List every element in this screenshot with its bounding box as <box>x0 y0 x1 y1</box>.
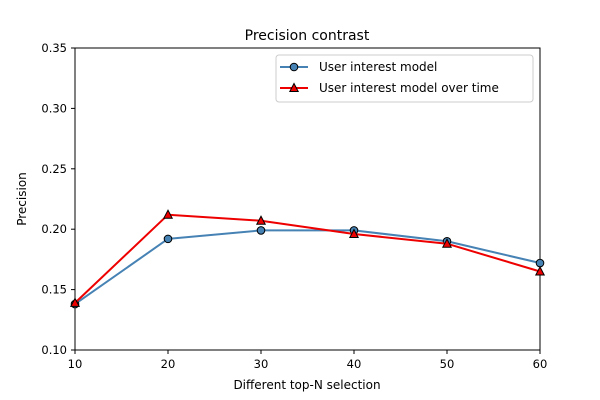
x-tick-label: 50 <box>440 357 455 371</box>
y-axis: 0.10 0.15 0.20 0.25 0.30 0.35 <box>41 41 75 357</box>
plot-frame <box>74 47 541 351</box>
data-point-user-interest-model-over-time <box>441 238 453 248</box>
data-point-user-interest-model <box>163 234 173 244</box>
y-axis-label: Precision <box>15 172 29 226</box>
series-line-user-interest-model-over-time <box>74 213 541 304</box>
legend-label-user-interest-model: User interest model <box>319 60 437 74</box>
x-tick-label: 10 <box>68 357 83 371</box>
chart-title: Precision contrast <box>245 28 370 44</box>
y-tick-label: 0.25 <box>41 162 67 176</box>
y-tick-label: 0.10 <box>41 343 67 357</box>
x-axis-label: Different top-N selection <box>233 378 380 392</box>
data-point-user-interest-model <box>256 226 266 235</box>
legend-frame <box>275 54 534 103</box>
series-layer <box>69 209 546 309</box>
data-point-user-interest-model-over-time <box>348 228 360 239</box>
x-tick-label: 40 <box>347 357 362 371</box>
y-tick-label: 0.35 <box>41 41 67 55</box>
x-axis: 10 20 30 40 50 60 <box>68 350 548 371</box>
data-point-user-interest-model <box>535 258 545 268</box>
data-point-user-interest-model-over-time <box>69 297 81 307</box>
legend-label-user-interest-model-over-time: User interest model over time <box>319 81 499 95</box>
legend: User interest model User interest model … <box>275 54 534 103</box>
data-point-user-interest-model-over-time <box>534 265 546 276</box>
y-tick-label: 0.30 <box>41 101 67 115</box>
y-tick-label: 0.15 <box>41 283 67 297</box>
y-tick-label: 0.20 <box>41 222 67 236</box>
series-line-user-interest-model <box>74 229 541 305</box>
legend-marker-user-interest-model-over-time <box>288 82 300 92</box>
x-tick-label: 20 <box>161 357 176 371</box>
x-tick-label: 30 <box>254 357 269 371</box>
data-point-user-interest-model-over-time <box>255 215 267 225</box>
data-point-user-interest-model-over-time <box>162 209 174 219</box>
legend-marker-user-interest-model <box>289 62 299 72</box>
x-tick-label: 60 <box>533 357 548 371</box>
